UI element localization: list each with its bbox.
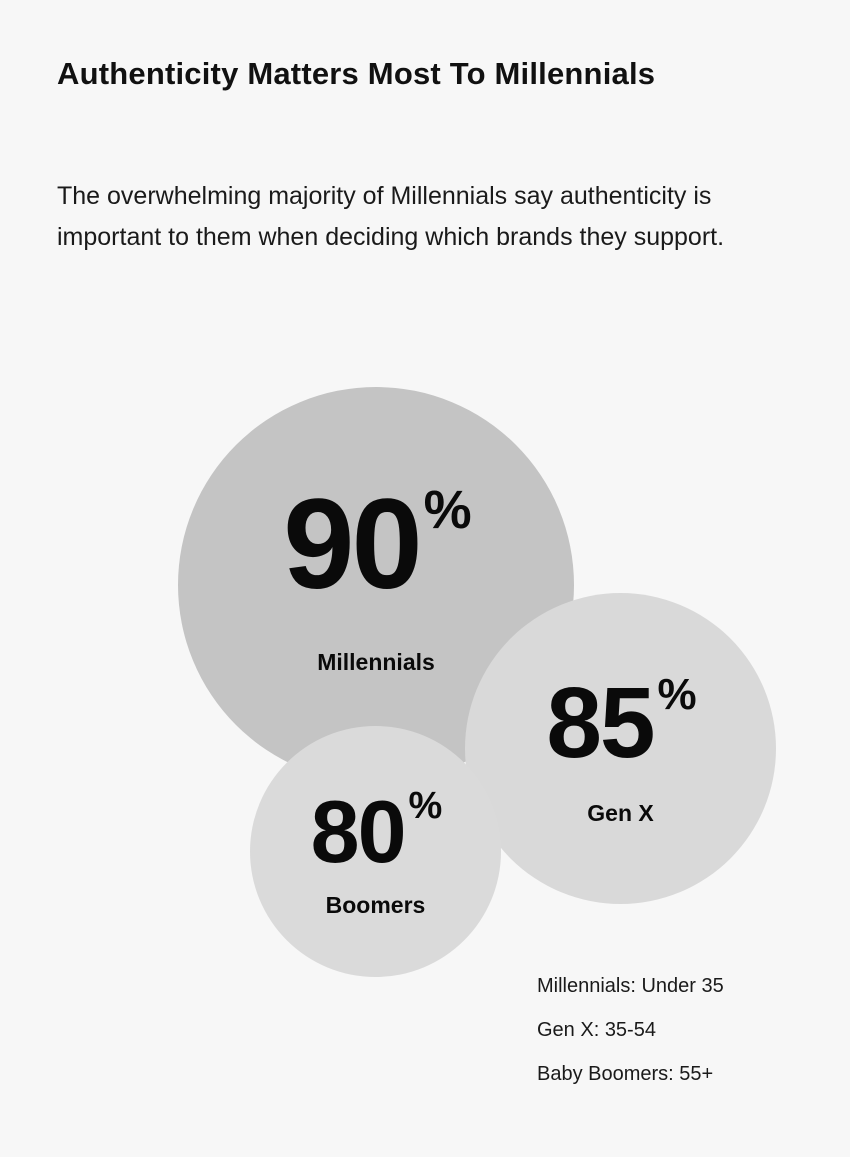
intro-paragraph: The overwhelming majority of Millennials… — [57, 182, 725, 251]
value-label-gen-x: 85% — [546, 667, 696, 779]
value-label-boomers: 80% — [310, 782, 443, 881]
legend-item: Gen X: 35-54 — [537, 1019, 656, 1041]
legend-item: Baby Boomers: 55+ — [537, 1063, 714, 1085]
page-title: Authenticity Matters Most To Millennials — [57, 56, 656, 91]
bubble-boomers: 80% Boomers — [250, 726, 501, 977]
bubble-millennials: 90% Millennials — [178, 387, 574, 783]
category-label-gen-x: Gen X — [587, 800, 654, 826]
legend-item: Millennials: Under 35 — [537, 975, 724, 997]
value-label-millennials: 90% — [283, 473, 471, 616]
age-legend: Millennials: Under 35 Gen X: 35-54 Baby … — [537, 973, 724, 1105]
category-label-boomers: Boomers — [325, 892, 426, 918]
bubble-gen-x: 85% Gen X — [465, 593, 776, 904]
category-label-millennials: Millennials — [317, 649, 435, 675]
